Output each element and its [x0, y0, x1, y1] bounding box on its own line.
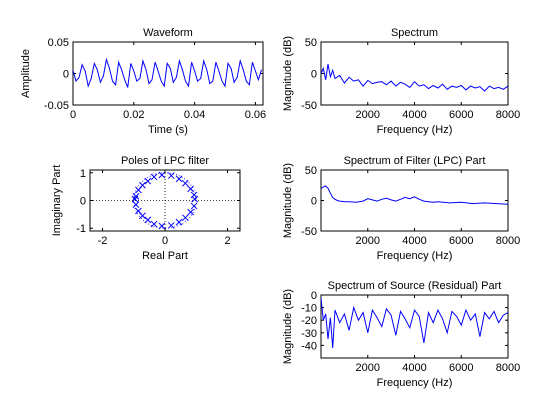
residual_spectrum-ylabel: Magnitude (dB): [282, 289, 294, 364]
poles-pole-marker: [132, 201, 140, 209]
poles-pole-marker: [144, 216, 152, 224]
residual_spectrum-ytick-label: -30: [301, 328, 317, 340]
filter_spectrum-xtick-label: 6000: [449, 235, 473, 247]
spectrum-xtick-label: 6000: [449, 109, 473, 121]
filter_spectrum-ytick-label: -50: [301, 226, 317, 238]
spectrum-xtick-label: 4000: [402, 109, 426, 121]
poles-pole-marker: [158, 171, 166, 179]
filter_spectrum-ylabel: Magnitude (dB): [282, 163, 294, 238]
residual_spectrum-xlabel: Frequency (Hz): [377, 377, 453, 389]
spectrum-ytick-label: -50: [301, 100, 317, 112]
poles-pole-marker: [190, 202, 198, 210]
poles-ytick-label: 0: [80, 196, 86, 208]
poles-pole-marker: [175, 175, 183, 183]
poles-pole-marker: [131, 195, 139, 203]
poles-pole-marker: [191, 195, 199, 203]
poles-xtick-label: 0: [162, 235, 168, 247]
poles-pole-marker: [158, 222, 166, 230]
filter_spectrum-ytick-label: 50: [305, 165, 317, 177]
poles-pole-marker: [167, 172, 175, 179]
poles-xlabel: Real Part: [142, 250, 188, 262]
spectrum-series-line: [321, 63, 508, 92]
residual_spectrum-ytick-label: -10: [301, 303, 317, 315]
waveform-series-line: [73, 57, 262, 88]
residual_spectrum-axes-box: [320, 294, 509, 359]
residual_spectrum-ytick-label: -20: [301, 315, 317, 327]
spectrum-xtick-label: 2000: [356, 109, 380, 121]
poles-pole-marker: [135, 186, 142, 194]
waveform-xtick-label: 0.06: [245, 109, 266, 121]
waveform-ytick-label: 0: [63, 69, 69, 81]
filter_spectrum-xtick-label: 2000: [356, 235, 380, 247]
waveform-axes-box: [72, 41, 264, 106]
poles-pole-marker: [181, 214, 189, 222]
poles-title: Poles of LPC filter: [121, 155, 209, 167]
filter_spectrum-xtick-label: 8000: [496, 235, 520, 247]
poles-ytick-label: -1: [76, 223, 86, 235]
residual_spectrum-subplot: 2000 4000 6000 8000 -40-30-20-100 Spectrum of…: [282, 280, 520, 389]
spectrum-subplot: 2000 4000 6000 8000 -50 0 50 Spectrum Frequency …: [282, 27, 520, 136]
poles-xtick-label: 2: [224, 235, 230, 247]
poles-pole-marker: [181, 179, 189, 187]
residual_spectrum-xtick-label: 4000: [402, 362, 426, 374]
residual_spectrum-xtick-label: 2000: [356, 362, 380, 374]
poles-pole-marker: [187, 185, 194, 193]
residual_spectrum-ytick-label: 0: [311, 290, 317, 302]
waveform-ytick-label: 0.05: [48, 37, 69, 49]
waveform-xtick-label: 0.04: [184, 109, 205, 121]
poles-pole-marker: [187, 208, 194, 216]
waveform-xlabel: Time (s): [148, 124, 188, 136]
poles-ylabel: Imaginary Part: [51, 165, 63, 237]
waveform-ylabel: Amplitude: [20, 49, 32, 98]
residual_spectrum-title: Spectrum of Source (Residual) Part: [328, 280, 502, 292]
residual_spectrum-xtick-label: 6000: [449, 362, 473, 374]
filter_spectrum-subplot: 2000 4000 6000 8000 -50 0 50 Spectrum of Filter…: [282, 155, 520, 262]
filter_spectrum-series-line: [321, 185, 508, 205]
poles-pole-marker: [135, 207, 142, 215]
residual_spectrum-ytick-label: -40: [301, 340, 317, 352]
poles-pole-marker: [150, 173, 158, 181]
waveform-xtick-label: 0: [70, 109, 76, 121]
spectrum-title: Spectrum: [391, 27, 438, 39]
waveform-ytick-label: -0.05: [44, 100, 69, 112]
spectrum-ytick-label: 0: [311, 69, 317, 81]
poles-pole-marker: [175, 218, 183, 226]
filter_spectrum-axes-box: [320, 169, 509, 232]
poles-pole-marker: [150, 220, 158, 228]
filter_spectrum-title: Spectrum of Filter (LPC) Part: [344, 155, 486, 167]
waveform-title: Waveform: [143, 27, 193, 39]
residual_spectrum-xtick-label: 8000: [496, 362, 520, 374]
poles-pole-marker: [144, 177, 152, 185]
spectrum-axes-box: [320, 41, 509, 106]
poles-pole-marker: [167, 222, 175, 229]
spectrum-ytick-label: 50: [305, 37, 317, 49]
poles-xtick-label: -2: [98, 235, 108, 247]
spectrum-xlabel: Frequency (Hz): [377, 124, 453, 136]
filter_spectrum-xlabel: Frequency (Hz): [377, 250, 453, 262]
waveform-xtick-label: 0.02: [123, 109, 144, 121]
spectrum-ylabel: Magnitude (dB): [282, 36, 294, 111]
filter_spectrum-ytick-label: 0: [311, 196, 317, 208]
residual_spectrum-series-line: [321, 297, 508, 348]
filter_spectrum-xtick-label: 4000: [402, 235, 426, 247]
poles-subplot: -2 0 2 -1 0 1 Poles of LPC filter Real Part Imag…: [51, 155, 241, 262]
spectrum-xtick-label: 8000: [496, 109, 520, 121]
poles-ytick-label: 1: [80, 168, 86, 180]
